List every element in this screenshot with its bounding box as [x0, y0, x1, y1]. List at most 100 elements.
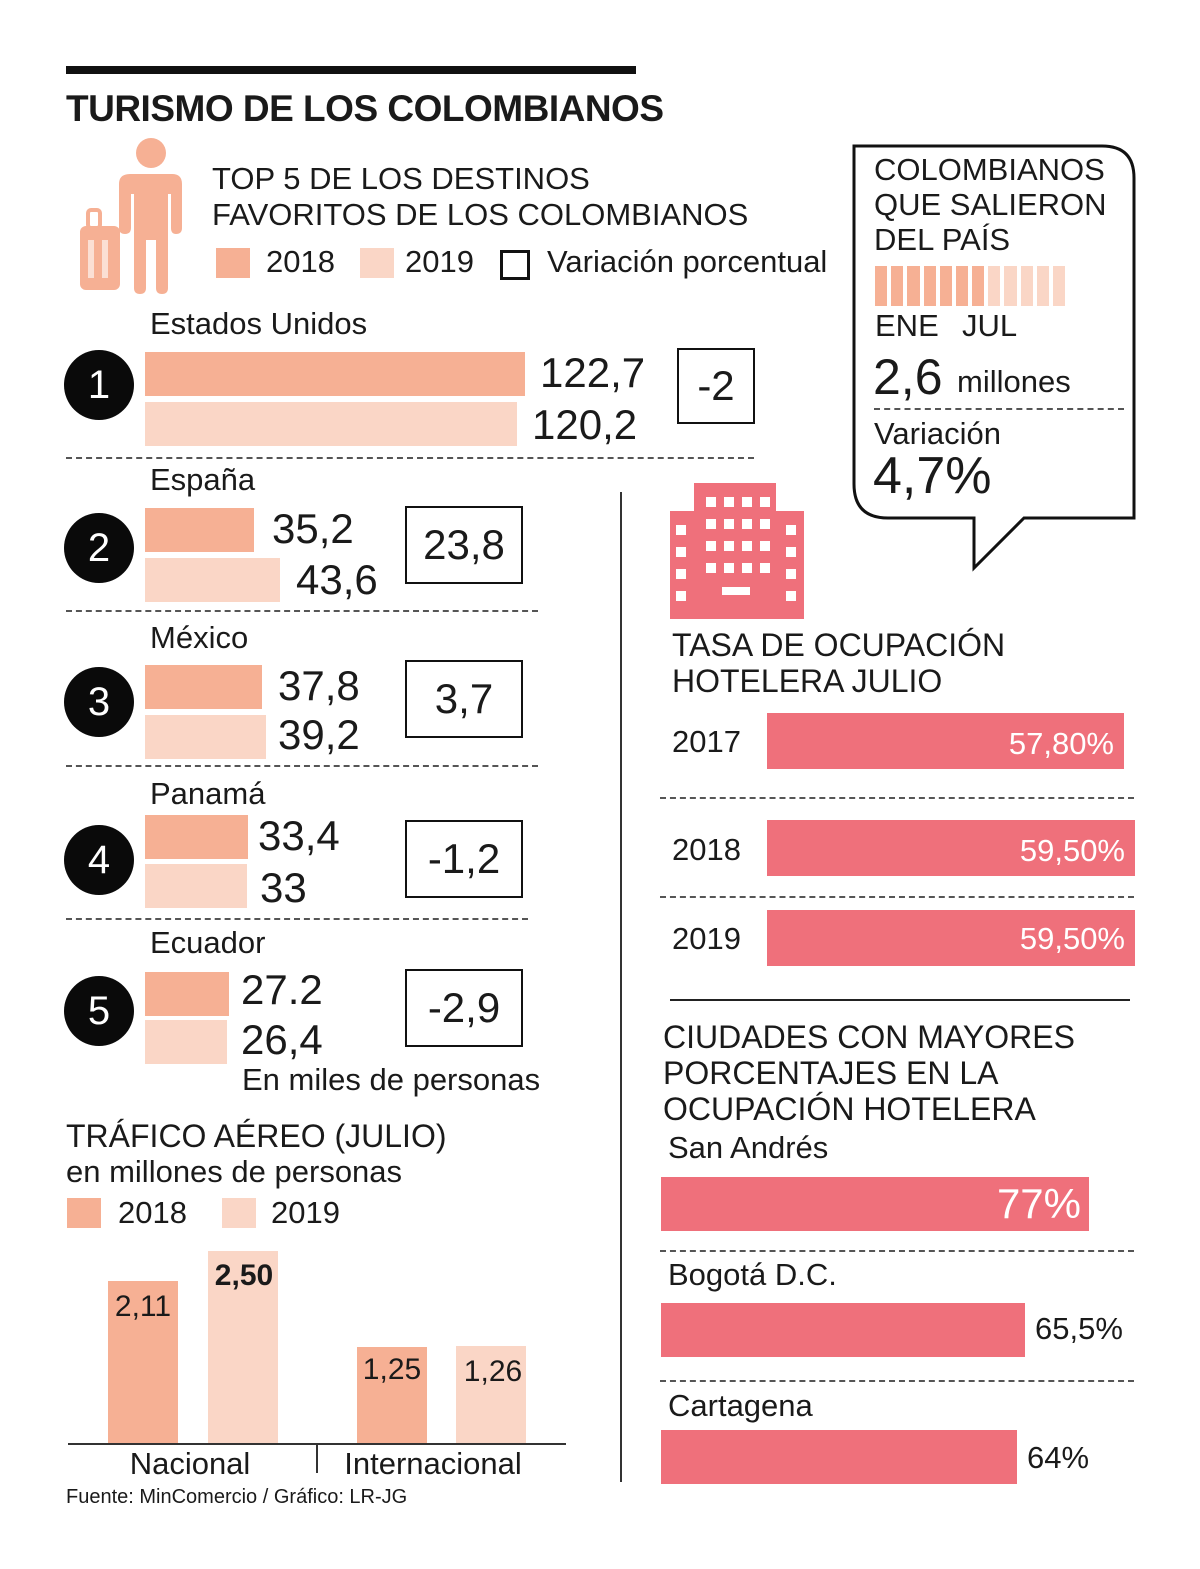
row-divider [660, 797, 1134, 799]
value-2018: 35,2 [272, 505, 354, 552]
city-bar-value: 64% [1027, 1440, 1090, 1475]
country-label: España [150, 462, 256, 497]
hotel-year-label: 2017 [672, 724, 741, 759]
month-start-label: ENE [875, 308, 939, 343]
bar-2018 [145, 508, 254, 552]
cities-title-line3: OCUPACIÓN HOTELERA [663, 1091, 1036, 1127]
unit-note: En miles de personas [242, 1062, 541, 1097]
country-label: Estados Unidos [150, 306, 368, 341]
source-note: Fuente: MinComercio / Gráfico: LR-JG [66, 1486, 408, 1508]
rank-badge: 3 [64, 667, 134, 737]
air-bar-2019 [208, 1251, 278, 1443]
outbound-unit: millones [957, 364, 1071, 399]
month-tick [988, 266, 1001, 306]
bar-2019 [145, 1020, 227, 1064]
month-tick [972, 266, 985, 306]
bar-2018 [145, 815, 248, 859]
month-tick [891, 266, 904, 306]
month-tick [875, 266, 888, 306]
air-category-label: Nacional [129, 1446, 251, 1481]
hotel-bar [767, 820, 1135, 876]
hotel-bar [767, 713, 1124, 769]
month-tick [1004, 266, 1017, 306]
top5-title-line1: TOP 5 DE LOS DESTINOS [212, 161, 590, 196]
month-tick [907, 266, 920, 306]
cities-title-line1: CIUDADES CON MAYORES [663, 1019, 1075, 1055]
city-bar [661, 1303, 1025, 1357]
bar-2019 [145, 864, 247, 908]
value-2019: 120,2 [532, 401, 638, 448]
row-divider [660, 1380, 1134, 1382]
month-strip [875, 266, 1066, 306]
column-separator [620, 492, 622, 1482]
hotel-bar-value: 57,80% [1008, 726, 1114, 761]
outbound-title-line1: COLOMBIANOS [874, 152, 1105, 187]
value-2018: 33,4 [258, 812, 340, 859]
month-tick [1036, 266, 1049, 306]
city-bar-value: 65,5% [1035, 1311, 1123, 1346]
month-tick [1020, 266, 1033, 306]
hotel-title-line1: TASA DE OCUPACIÓN [672, 627, 1006, 663]
variation-box: -2,9 [405, 969, 523, 1047]
value-2019: 43,6 [296, 556, 378, 603]
air-group-divider [316, 1443, 318, 1473]
row-divider [66, 918, 528, 920]
air-legend-swatch-2019 [222, 1198, 256, 1228]
legend-label-variation: Variación porcentual [547, 244, 828, 279]
row-divider [660, 1250, 1134, 1252]
rank-badge: 4 [64, 825, 134, 895]
traveler-icon [80, 138, 182, 294]
title-rule [66, 66, 636, 74]
value-2018: 27.2 [241, 966, 323, 1013]
legend-swatch-variation [500, 250, 530, 280]
variation-box: 23,8 [405, 506, 523, 584]
city-bar-value: 77% [996, 1180, 1081, 1227]
month-tick [923, 266, 936, 306]
rank-badge: 2 [64, 513, 134, 583]
air-title: TRÁFICO AÉREO (JULIO) [66, 1118, 447, 1154]
month-tick [955, 266, 969, 306]
row-divider [66, 457, 754, 459]
legend-swatch-2018 [216, 248, 250, 278]
city-label: San Andrés [668, 1130, 829, 1165]
hotel-year-label: 2018 [672, 832, 741, 867]
hotel-bar-value: 59,50% [1019, 833, 1125, 868]
top5-title-line2: FAVORITOS DE LOS COLOMBIANOS [212, 197, 749, 232]
page-title: TURISMO DE LOS COLOMBIANOS [66, 88, 664, 129]
callout-divider [874, 408, 1124, 410]
city-bar [661, 1177, 1089, 1231]
outbound-title-line2: QUE SALIERON [874, 187, 1107, 222]
air-legend-swatch-2018 [67, 1198, 101, 1228]
speech-bubble [852, 144, 1136, 572]
air-bar-2018 [357, 1347, 427, 1443]
country-label: Panamá [150, 776, 266, 811]
legend-swatch-2019 [360, 248, 394, 278]
city-label: Bogotá D.C. [668, 1257, 837, 1292]
air-bar-2019 [456, 1346, 526, 1443]
air-value-2019: 1,26 [463, 1355, 523, 1388]
rank-badge: 5 [64, 976, 134, 1046]
air-bar-2018 [108, 1281, 178, 1443]
month-tick [1052, 266, 1066, 306]
city-label: Cartagena [668, 1388, 813, 1423]
air-subtitle: en millones de personas [66, 1154, 403, 1189]
cities-title-line2: PORCENTAJES EN LA [663, 1055, 999, 1091]
air-value-2019: 2,50 [214, 1259, 274, 1292]
value-2019: 39,2 [278, 711, 360, 758]
hotel-building-icon [670, 483, 804, 619]
city-bar [661, 1430, 1017, 1484]
value-2018: 37,8 [278, 662, 360, 709]
row-divider [66, 610, 538, 612]
hotel-bar-value: 59,50% [1019, 921, 1125, 956]
outbound-variation-value: 4,7% [873, 447, 992, 505]
value-2018: 122,7 [540, 349, 646, 396]
legend-label-2019: 2019 [405, 244, 474, 279]
rank-badge: 1 [64, 350, 134, 420]
outbound-title-line3: DEL PAÍS [874, 222, 1011, 257]
bar-2019 [145, 558, 280, 602]
variation-box: -2 [677, 348, 755, 424]
country-label: México [150, 620, 249, 655]
country-label: Ecuador [150, 925, 266, 960]
outbound-variation-label: Variación [874, 416, 1001, 451]
air-category-label: Internacional [344, 1446, 522, 1481]
